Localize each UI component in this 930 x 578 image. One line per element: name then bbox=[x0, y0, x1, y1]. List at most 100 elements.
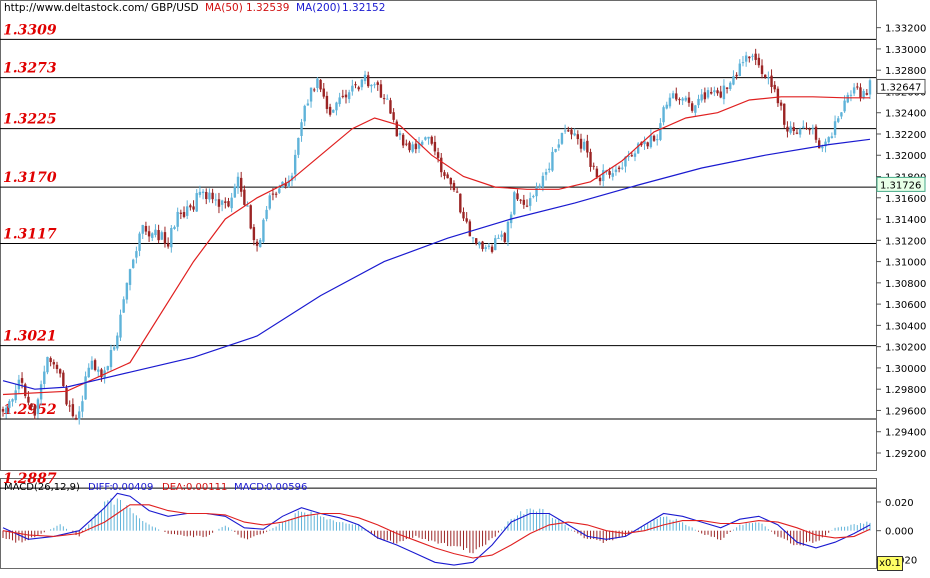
candle-body bbox=[659, 123, 662, 140]
candle-body bbox=[471, 237, 475, 239]
price-pane-border bbox=[0, 0, 877, 471]
candle-body bbox=[62, 372, 65, 386]
y-tick-label: 1.31000 bbox=[885, 258, 926, 269]
candle-body bbox=[236, 176, 240, 189]
y-tick-label: 1.30400 bbox=[885, 321, 926, 332]
candle-body bbox=[643, 141, 646, 145]
candle-body bbox=[233, 186, 237, 198]
candle-body bbox=[602, 170, 605, 182]
candlestick-series bbox=[1, 48, 872, 425]
candle-body bbox=[347, 92, 351, 100]
candle-body bbox=[494, 238, 497, 251]
macd-value-label: MACD: bbox=[234, 482, 268, 493]
candle-body bbox=[548, 168, 551, 170]
level-label: 1.3273 bbox=[3, 61, 57, 77]
candle-body bbox=[465, 218, 468, 222]
candle-body bbox=[93, 360, 97, 370]
candle-body bbox=[700, 94, 703, 101]
y-tick-label: 1.30600 bbox=[885, 300, 926, 311]
candle-body bbox=[830, 136, 834, 138]
candle-body bbox=[852, 87, 856, 94]
candle-body bbox=[592, 165, 595, 167]
candle-body bbox=[617, 167, 621, 170]
candle-body bbox=[360, 79, 364, 88]
candle-body bbox=[754, 53, 757, 60]
ma200-price-tag-box bbox=[876, 176, 926, 192]
candle-body bbox=[687, 97, 691, 103]
candle-body bbox=[862, 91, 865, 99]
candle-body bbox=[538, 185, 541, 188]
y-tick-label: 1.33200 bbox=[885, 24, 926, 35]
y-tick-label: 1.32800 bbox=[885, 66, 926, 77]
candle-body bbox=[211, 192, 214, 200]
candle-body bbox=[141, 224, 144, 234]
candle-body bbox=[719, 91, 722, 98]
candle-body bbox=[776, 88, 780, 104]
y-tick-label: 1.33000 bbox=[885, 45, 926, 56]
candle-body bbox=[671, 93, 675, 99]
candle-body bbox=[703, 92, 707, 100]
candle-body bbox=[1, 409, 5, 412]
candle-body bbox=[376, 82, 379, 85]
candle-body bbox=[271, 193, 275, 195]
candle-body bbox=[544, 172, 548, 175]
candle-body bbox=[421, 141, 424, 145]
y-tick-label: 1.32200 bbox=[885, 130, 926, 141]
candle-body bbox=[735, 74, 738, 77]
candle-body bbox=[656, 139, 659, 141]
candle-body bbox=[833, 121, 837, 135]
diff-label: DIFF: bbox=[88, 482, 113, 493]
y-tick-label: 1.29800 bbox=[885, 385, 926, 396]
candle-body bbox=[713, 90, 716, 93]
candle-body bbox=[608, 171, 611, 175]
candle-body bbox=[649, 135, 653, 148]
candle-body bbox=[675, 93, 678, 100]
candle-body bbox=[665, 104, 668, 109]
price-tags: 1.32647 1.31726 bbox=[876, 78, 926, 192]
candle-body bbox=[767, 77, 770, 79]
candle-body bbox=[424, 137, 427, 140]
candle-body bbox=[401, 134, 405, 146]
ma200-price-tag: 1.31726 bbox=[880, 180, 921, 191]
level-label: 1.2887 bbox=[3, 471, 57, 487]
candle-body bbox=[449, 177, 452, 185]
candle-body bbox=[614, 169, 618, 173]
candle-body bbox=[262, 219, 265, 242]
candle-body bbox=[716, 90, 719, 94]
candle-body bbox=[468, 221, 472, 237]
candle-body bbox=[455, 191, 459, 193]
candle-body bbox=[170, 228, 173, 248]
dea-value: 0.00111 bbox=[186, 482, 228, 493]
zoom-factor-label[interactable]: x0.1 bbox=[877, 556, 903, 571]
candle-body bbox=[163, 232, 167, 244]
candle-body bbox=[395, 121, 399, 137]
candle-body bbox=[598, 177, 602, 182]
candle-body bbox=[65, 388, 68, 405]
candle-body bbox=[58, 369, 62, 374]
candle-body bbox=[760, 65, 764, 74]
candle-body bbox=[259, 239, 262, 248]
candle-body bbox=[865, 93, 869, 95]
candle-body bbox=[595, 168, 599, 178]
source-url[interactable]: http://www.deltastock.com/ bbox=[4, 2, 149, 14]
level-label: 1.3225 bbox=[3, 112, 57, 128]
candle-body bbox=[452, 182, 456, 191]
candle-body bbox=[519, 199, 522, 201]
candle-body bbox=[633, 153, 637, 157]
candle-body bbox=[249, 205, 252, 229]
candle-body bbox=[824, 141, 827, 147]
candle-body bbox=[398, 133, 402, 136]
y-tick-label: 1.31200 bbox=[885, 236, 926, 247]
candle-body bbox=[227, 201, 230, 207]
candle-body bbox=[125, 282, 129, 300]
candle-body bbox=[856, 86, 859, 88]
candle-body bbox=[535, 187, 538, 197]
level-label: 1.2952 bbox=[3, 402, 57, 418]
candle-body bbox=[751, 55, 754, 57]
candle-body bbox=[440, 157, 443, 173]
candle-body bbox=[100, 369, 103, 378]
candle-body bbox=[306, 103, 310, 106]
candle-body bbox=[859, 87, 862, 99]
